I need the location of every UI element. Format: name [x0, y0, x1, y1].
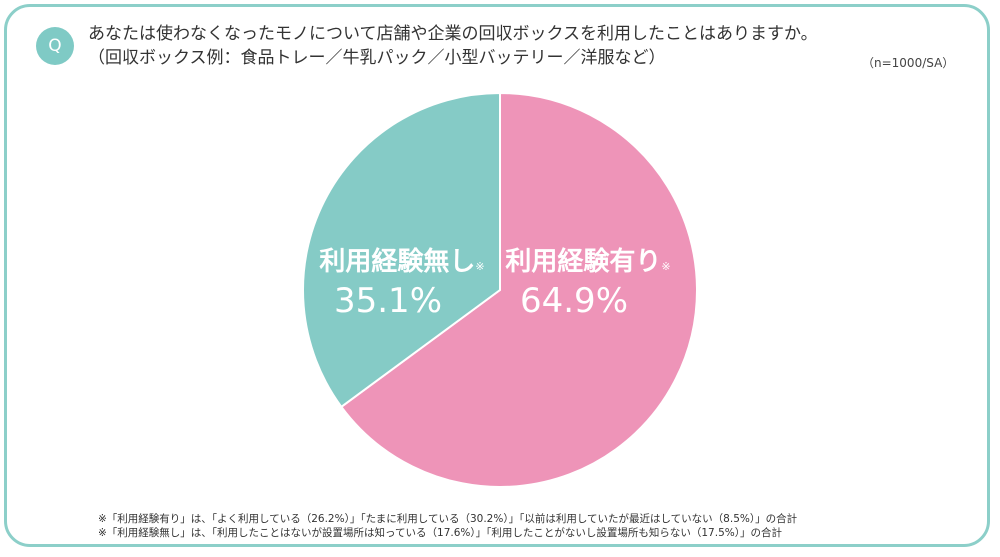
footnote-1: ※「利用経験有り」は、「よく利用している（26.2%）」「たまに利用している（3…: [98, 513, 798, 525]
slice-label-0: 利用経験有り※: [505, 246, 670, 277]
slice-value-0: 64.9%: [520, 281, 628, 321]
footnotes: ※「利用経験有り」は、「よく利用している（26.2%）」「たまに利用している（3…: [98, 512, 797, 540]
pie-slice-1: [302, 91, 501, 409]
question-text: あなたは使わなくなったモノについて店舗や企業の回収ボックスを利用したことはありま…: [88, 22, 888, 70]
question-badge: Q: [36, 27, 74, 65]
slice-label-1: 利用経験無し※: [319, 246, 484, 277]
slice-label-text-1: 利用経験無し: [319, 246, 475, 277]
slice-label-mark-0: ※: [661, 260, 670, 273]
slice-label-mark-1: ※: [475, 260, 484, 273]
slice-label-text-0: 利用経験有り: [505, 246, 661, 277]
question-line-1: あなたは使わなくなったモノについて店舗や企業の回収ボックスを利用したことはありま…: [88, 24, 818, 44]
question-line-2: （回収ボックス例：食品トレー／牛乳パック／小型バッテリー／洋服など）: [88, 48, 666, 68]
pie-slice-0: [339, 91, 698, 488]
slice-value-1: 35.1%: [334, 281, 442, 321]
footnote-2: ※「利用経験無し」は、「利用したことはないが設置場所は知っている（17.6%）」…: [98, 527, 782, 539]
sample-size-label: （n=1000/SA）: [862, 56, 955, 70]
